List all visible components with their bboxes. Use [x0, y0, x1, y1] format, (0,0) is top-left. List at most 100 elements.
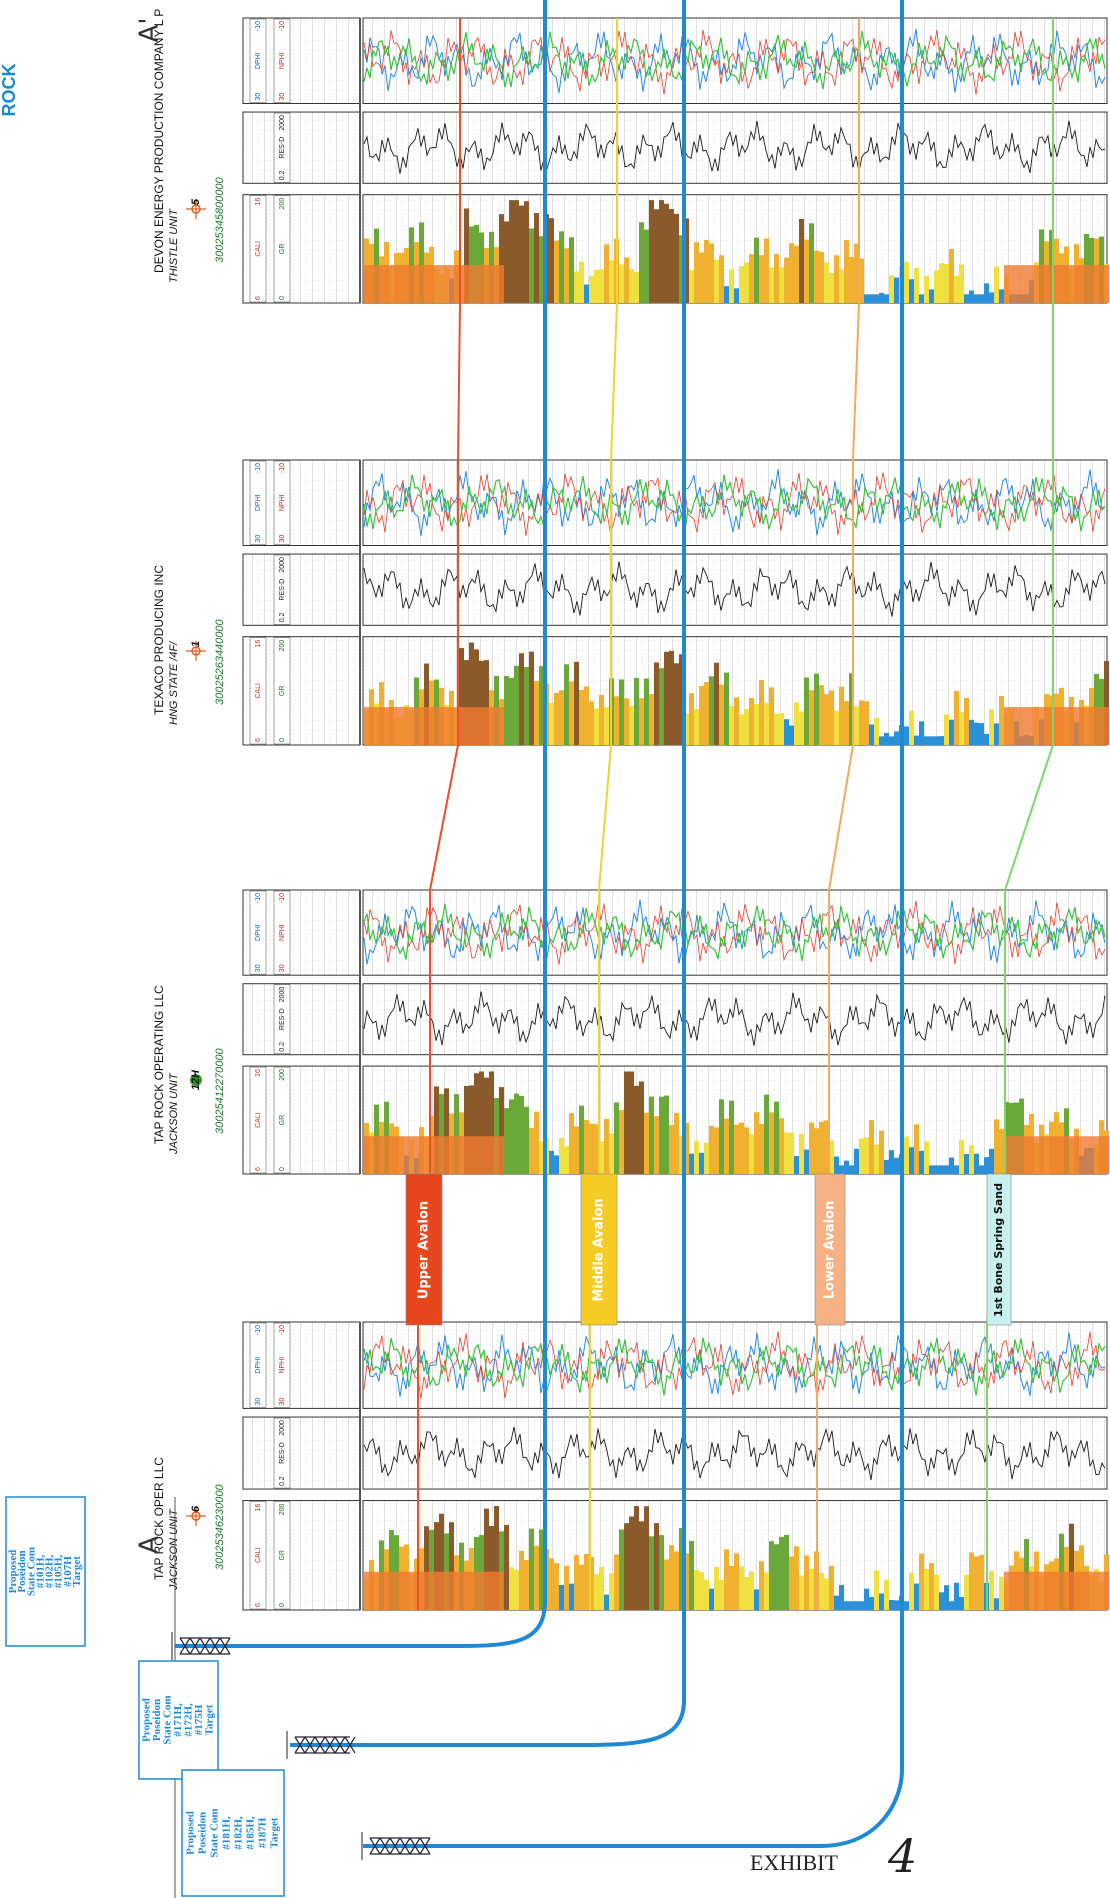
log-track [362, 983, 1108, 1056]
gr-fill [704, 1579, 709, 1610]
gr-fill [604, 244, 609, 303]
gr-fill [884, 1159, 889, 1174]
gr-fill [1094, 1136, 1099, 1174]
gr-fill [499, 214, 504, 303]
gr-fill [874, 294, 879, 303]
gr-fill [464, 660, 469, 745]
gr-fill [389, 1529, 394, 1610]
gr-fill [399, 1136, 404, 1174]
gr-fill [844, 1160, 849, 1174]
gr-fill [729, 706, 734, 745]
log-curve [363, 29, 1106, 95]
gr-fill [1084, 265, 1089, 303]
gr-fill [559, 1137, 564, 1174]
gr-fill [469, 1085, 474, 1174]
gr-fill [934, 1574, 939, 1610]
gr-fill [839, 1165, 844, 1174]
gr-fill [1019, 1571, 1024, 1610]
gr-fill [719, 1099, 724, 1174]
gr-fill [929, 289, 934, 303]
gr-fill [619, 1109, 624, 1174]
gr-fill [484, 265, 489, 303]
gr-fill [774, 1544, 779, 1610]
track-name: NPHI [279, 52, 286, 69]
gr-fill [694, 242, 699, 303]
gr-fill [1089, 707, 1094, 745]
gr-fill [959, 1596, 964, 1610]
label: -10 [255, 893, 262, 903]
gr-fill [779, 1118, 784, 1174]
well-api: 30025412270000 [214, 1047, 226, 1134]
section-letter: A' [135, 18, 165, 43]
gr-fill [699, 685, 704, 745]
well-number: 6 [190, 1505, 202, 1512]
gr-fill [509, 677, 514, 745]
gr-fill [569, 1112, 574, 1174]
track-header [242, 983, 361, 1056]
gr-fill [1004, 707, 1009, 745]
gr-fill [749, 1134, 754, 1174]
log-curve [363, 1337, 1106, 1396]
gr-fill [519, 653, 524, 745]
gr-fill [479, 660, 484, 745]
gr-fill [469, 1136, 474, 1174]
gr-fill [919, 721, 924, 745]
gr-fill [434, 1522, 439, 1610]
gr-fill [894, 731, 899, 745]
label: 200 [279, 1069, 286, 1081]
label: 0.2 [279, 612, 286, 622]
track-name: DPHI [255, 52, 262, 69]
label: 6 [255, 1603, 262, 1607]
gr-fill [554, 692, 559, 745]
gr-fill [504, 1108, 509, 1174]
gr-fill [624, 1523, 629, 1610]
gr-fill [814, 1128, 819, 1174]
gr-fill [659, 1096, 664, 1174]
gr-fill [739, 1566, 744, 1610]
gr-fill [514, 200, 519, 303]
gr-fill [534, 1111, 539, 1174]
gr-fill [609, 1133, 614, 1174]
gr-fill [649, 1536, 654, 1610]
gr-fill [874, 717, 879, 745]
gr-fill [1019, 265, 1024, 303]
gr-fill [534, 213, 539, 303]
gr-fill [844, 1601, 849, 1610]
gr-fill [1079, 1136, 1084, 1174]
gr-fill [959, 1139, 964, 1174]
gr-fill [604, 707, 609, 745]
gr-fill [864, 701, 869, 745]
gr-fill [659, 668, 664, 745]
gr-fill [639, 1081, 644, 1174]
gr-fill [399, 1571, 404, 1610]
gr-fill [1089, 1136, 1094, 1174]
gr-fill [464, 1136, 469, 1174]
gr-fill [719, 1579, 724, 1610]
gr-fill [1014, 707, 1019, 745]
gr-fill [489, 707, 494, 745]
label: 30 [255, 535, 262, 543]
gr-fill [429, 265, 434, 303]
log-curve [363, 900, 1106, 965]
gr-fill [819, 251, 824, 303]
gr-fill [469, 642, 474, 745]
gr-fill [1014, 1571, 1019, 1610]
track-header [242, 111, 361, 184]
target-text: Target [269, 1817, 281, 1848]
gr-fill [474, 707, 479, 745]
gr-fill [919, 1553, 924, 1610]
gr-fill [469, 265, 474, 303]
gr-fill [534, 1545, 539, 1610]
gr-fill [969, 1552, 974, 1610]
gr-fill [379, 265, 384, 303]
gr-fill [689, 1541, 694, 1610]
target-text: #107H [62, 1556, 74, 1587]
gr-fill [614, 1554, 619, 1610]
gr-fill [889, 1599, 894, 1610]
target-text: Proposed [141, 1698, 153, 1742]
gr-fill [849, 257, 854, 303]
gr-fill [779, 1536, 784, 1610]
gr-fill [1049, 1136, 1054, 1174]
gr-fill [759, 1124, 764, 1174]
gr-fill [699, 1152, 704, 1174]
